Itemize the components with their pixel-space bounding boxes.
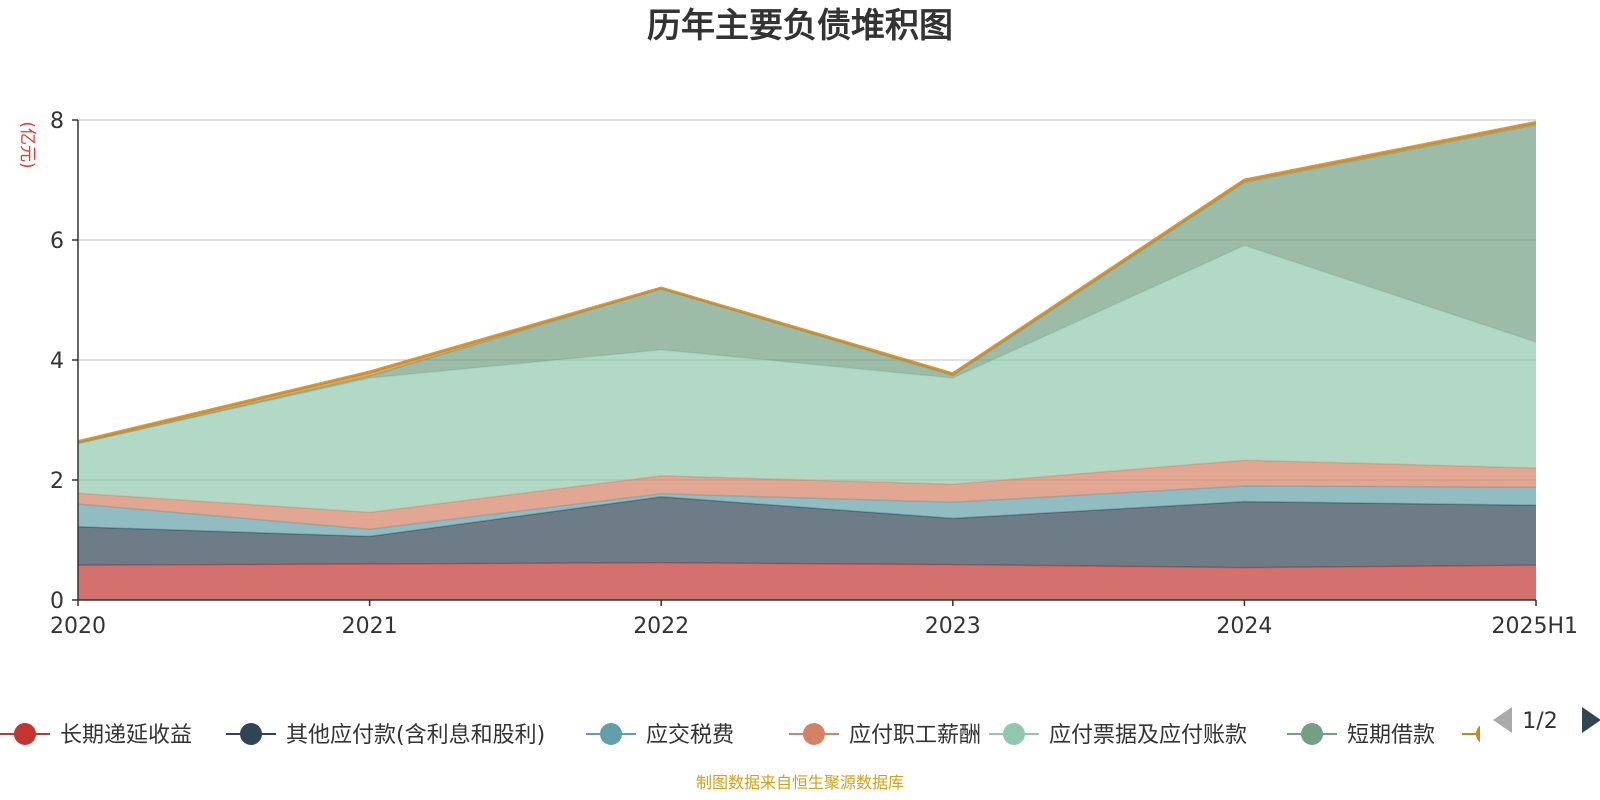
y-axis-label: (亿元) xyxy=(17,121,37,168)
area-series xyxy=(77,120,1537,600)
area-series-3 xyxy=(78,460,1536,530)
legend-circle-icon xyxy=(240,723,262,745)
chart-title: 历年主要负债堆积图 xyxy=(647,6,953,46)
legend-item-1[interactable]: 其他应付款(含利息和股利) xyxy=(226,723,545,748)
legend-label: 应付票据及应付账款 xyxy=(1049,723,1247,748)
legend-item-6[interactable] xyxy=(1462,723,1512,745)
area-series-1 xyxy=(78,496,1536,568)
y-tick-label: 6 xyxy=(50,229,64,254)
legend-label: 应交税费 xyxy=(646,723,734,748)
area-series-0 xyxy=(78,562,1536,600)
legend-label: 其他应付款(含利息和股利) xyxy=(286,723,545,748)
area-series-5 xyxy=(78,124,1536,444)
y-tick-label: 0 xyxy=(50,589,64,614)
legend-item-4[interactable]: 应付票据及应付账款 xyxy=(989,723,1247,748)
y-tick-label: 2 xyxy=(50,469,64,494)
legend-prev-arrow-icon[interactable] xyxy=(1493,707,1512,733)
x-tick-label: 2024 xyxy=(1216,614,1272,639)
x-tick-label: 2023 xyxy=(925,614,981,639)
legend-label: 长期递延收益 xyxy=(60,723,192,748)
x-tick-label: 2025H1 xyxy=(1491,614,1578,639)
data-source-note: 制图数据来自恒生聚源数据库 xyxy=(696,773,904,792)
legend-next-arrow-icon[interactable] xyxy=(1582,707,1600,733)
legend-label: 短期借款 xyxy=(1347,723,1435,748)
y-tick-label: 8 xyxy=(50,109,64,134)
legend-item-2[interactable]: 应交税费 xyxy=(586,723,734,748)
legend-circle-icon xyxy=(1003,723,1025,745)
x-tick-label: 2020 xyxy=(50,614,106,639)
axes: 0 2 4 6 8 2020 2021 2022 2023 2024 2025H1 xyxy=(50,109,1578,639)
legend-label: 应付职工薪酬 xyxy=(849,723,981,748)
legend-item-0[interactable]: 长期递延收益 xyxy=(0,723,192,748)
legend-item-5[interactable]: 短期借款 xyxy=(1287,723,1435,748)
legend-item-3[interactable]: 应付职工薪酬 xyxy=(789,723,981,748)
legend-circle-icon xyxy=(14,723,36,745)
x-tick-label: 2022 xyxy=(633,614,689,639)
x-tick-label: 2021 xyxy=(342,614,398,639)
area-series-line-6 xyxy=(77,120,1537,444)
area-series-line-0 xyxy=(77,562,1537,569)
legend-circle-icon xyxy=(1476,725,1480,743)
legend-pager: 1/2 xyxy=(1493,707,1600,734)
area-series-2 xyxy=(78,486,1536,537)
y-tick-label: 4 xyxy=(50,349,64,374)
legend-circle-icon xyxy=(1301,723,1323,745)
legend-circle-icon xyxy=(803,723,825,745)
legend: 长期递延收益 其他应付款(含利息和股利) 应交税费 应付职工薪酬 应付票据及应付账款 短期… xyxy=(0,723,1512,748)
legend-circle-icon xyxy=(600,723,622,745)
legend-page-indicator: 1/2 xyxy=(1522,709,1557,734)
area-series-4 xyxy=(78,245,1536,513)
